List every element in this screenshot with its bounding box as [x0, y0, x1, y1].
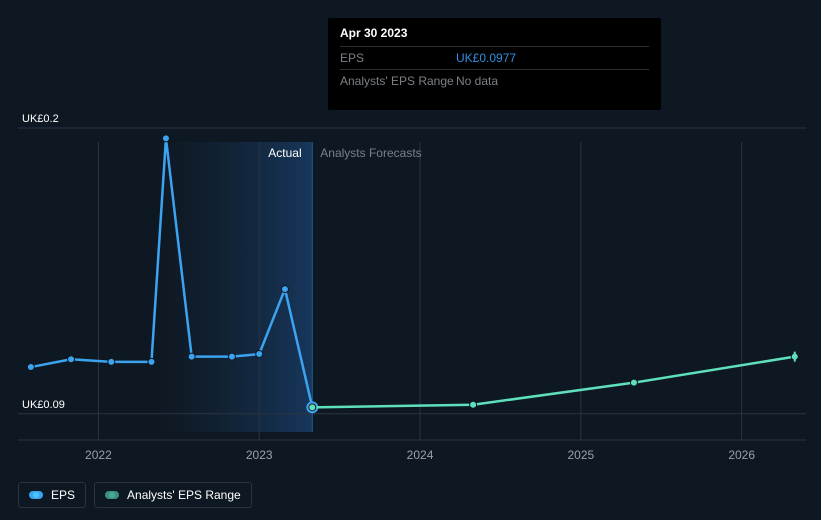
- y-tick-label: UK£0.09: [22, 399, 65, 411]
- actual-region-label: Actual: [268, 146, 301, 160]
- legend-item-label: EPS: [51, 488, 75, 502]
- tooltip-row: EPS UK£0.0977: [340, 46, 649, 69]
- x-tick-label: 2026: [728, 448, 755, 462]
- x-tick-label: 2025: [567, 448, 594, 462]
- chart-tooltip: Apr 30 2023 EPS UK£0.0977 Analysts' EPS …: [328, 18, 661, 110]
- tooltip-row-value: UK£0.0977: [456, 51, 516, 65]
- eps-chart: UK£0.09 UK£0.2 2022 2023 2024 2025 2026 …: [0, 0, 821, 520]
- y-tick-label: UK£0.2: [22, 113, 59, 125]
- legend-swatch-icon: [105, 491, 119, 499]
- forecast-region-label: Analysts Forecasts: [320, 146, 421, 160]
- legend-swatch-icon: [29, 491, 43, 499]
- x-tick-label: 2022: [85, 448, 112, 462]
- x-tick-label: 2023: [246, 448, 273, 462]
- legend-item-analysts-range[interactable]: Analysts' EPS Range: [94, 482, 252, 508]
- tooltip-row-value: No data: [456, 74, 498, 88]
- chart-legend: EPS Analysts' EPS Range: [18, 482, 252, 508]
- tooltip-row: Analysts' EPS Range No data: [340, 69, 649, 92]
- legend-item-eps[interactable]: EPS: [18, 482, 86, 508]
- tooltip-date: Apr 30 2023: [340, 26, 649, 40]
- x-tick-label: 2024: [407, 448, 434, 462]
- tooltip-row-label: EPS: [340, 51, 456, 65]
- legend-item-label: Analysts' EPS Range: [127, 488, 241, 502]
- tooltip-row-label: Analysts' EPS Range: [340, 74, 456, 88]
